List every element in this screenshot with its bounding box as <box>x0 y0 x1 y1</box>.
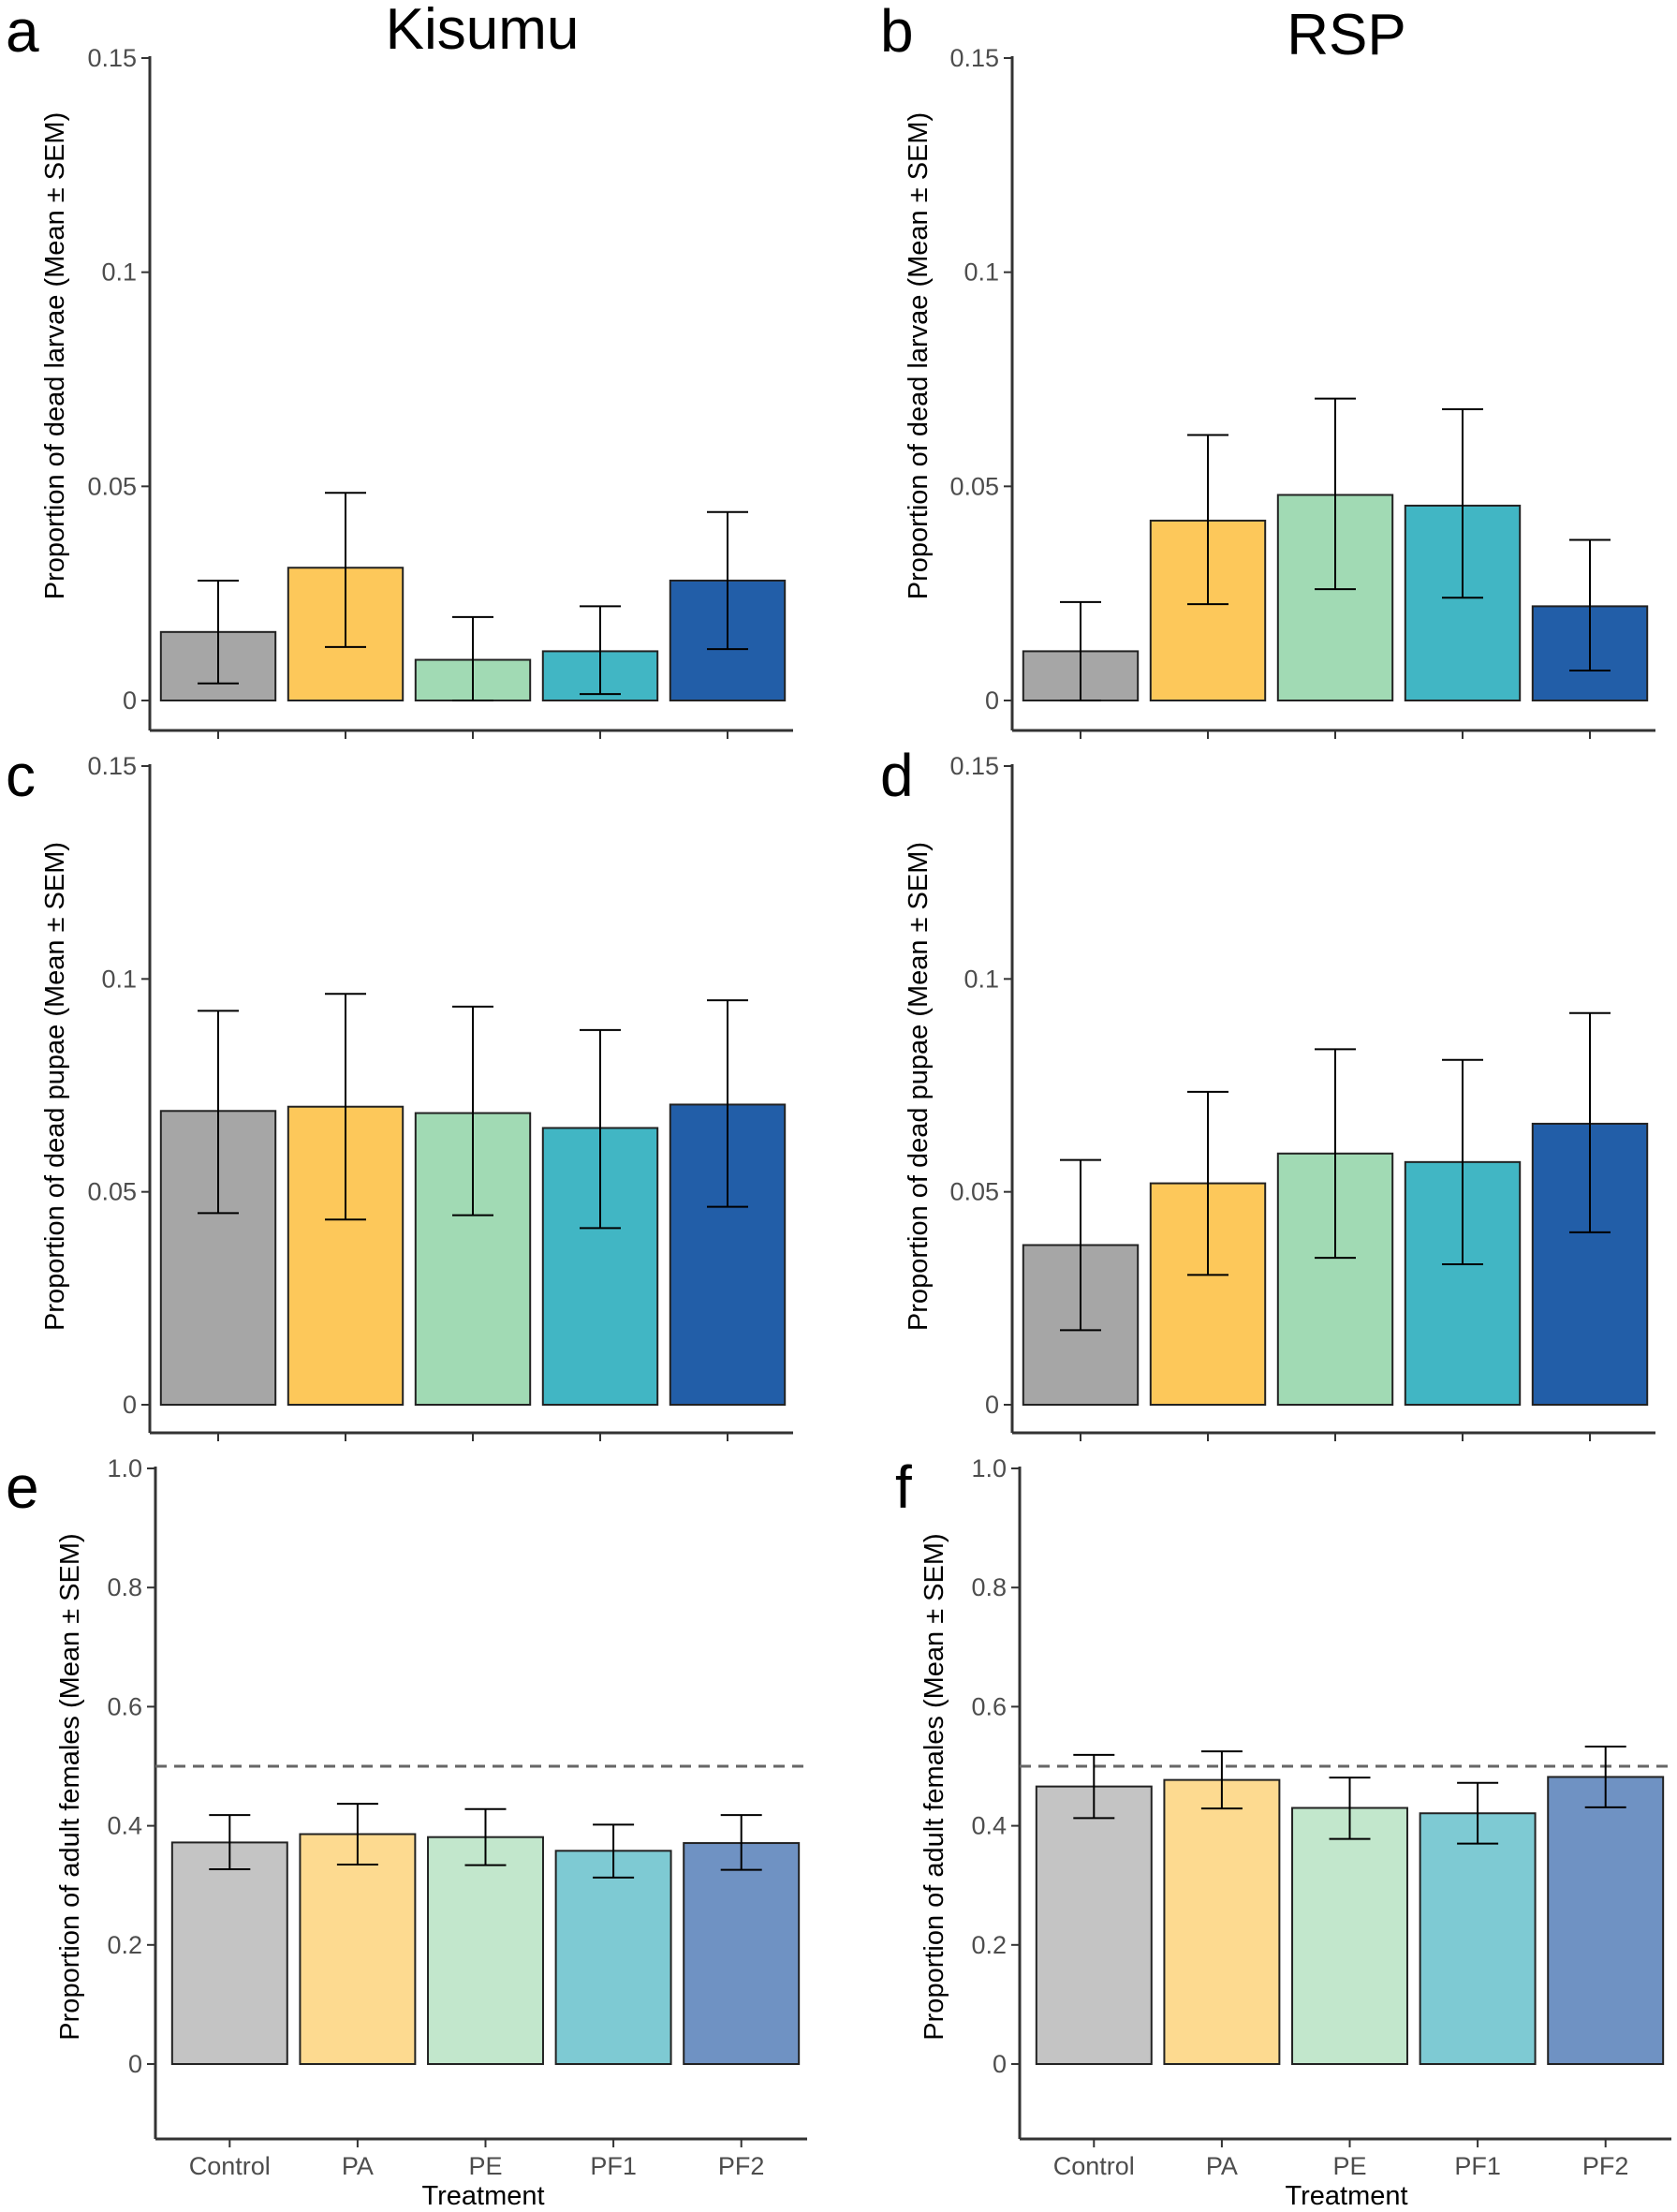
x-tick-label: PA <box>1206 2152 1238 2180</box>
panel-c: c 0 0.05 0.1 0.15 Proportion of dead pupae (M… <box>6 742 793 1441</box>
y-tick-label: 0.1 <box>101 965 137 993</box>
y-tick-label: 0.15 <box>87 44 137 72</box>
bar-pf1 <box>1419 1812 1537 2066</box>
bar-pa <box>299 1833 417 2066</box>
x-axis-title: Treatment <box>1285 2181 1407 2211</box>
x-tick-label: PF1 <box>590 2152 637 2180</box>
bar-pf2 <box>1547 1776 1665 2065</box>
y-tick-label: 0.6 <box>971 1692 1007 1720</box>
y-tick-label: 0.2 <box>107 1931 142 1959</box>
y-tick-label: 0.8 <box>971 1573 1007 1601</box>
y-tick-label: 0.05 <box>87 472 137 500</box>
bar-pe <box>1291 1806 1408 2066</box>
panel-f: f 0 0.2 0.4 0.6 0.8 1.0 Proportion of adult fem… <box>895 1453 1671 2211</box>
panel-e: e 0 0.2 0.4 0.6 0.8 1.0 Proportion of adult fem… <box>6 1453 807 2211</box>
panel-label: d <box>880 742 914 809</box>
x-tick-label: Control <box>1053 2152 1135 2180</box>
x-tick-label: Control <box>189 2152 271 2180</box>
panel-label: a <box>6 0 39 65</box>
y-axis-title: Proportion of dead pupae (Mean ± SEM) <box>904 842 934 1331</box>
y-tick-label: 0 <box>123 1391 137 1419</box>
x-axis-title: Treatment <box>421 2181 544 2211</box>
y-tick-label: 0 <box>123 686 137 715</box>
x-tick-label: PF1 <box>1454 2152 1501 2180</box>
y-tick-label: 0.15 <box>949 752 999 780</box>
bar-control <box>1035 1785 1153 2066</box>
y-tick-label: 0.2 <box>971 1931 1007 1959</box>
y-tick-label: 0 <box>128 2050 142 2078</box>
x-tick-label: PA <box>342 2152 374 2180</box>
x-tick-label: PE <box>468 2152 502 2180</box>
y-tick-label: 0.15 <box>87 752 137 780</box>
x-tick-label: PE <box>1332 2152 1366 2180</box>
panel-b: b RSP 0 0.05 0.1 0.15 Proportion of dead larva… <box>880 0 1655 739</box>
panel-a: a Kisumu 0 0.05 0.1 0.15 Proportion of dead la… <box>6 0 793 739</box>
y-axis-title: Proportion of dead pupae (Mean ± SEM) <box>40 842 70 1331</box>
y-tick-label: 0.1 <box>964 965 999 993</box>
y-tick-label: 0 <box>993 2050 1007 2078</box>
y-tick-label: 0.05 <box>949 472 999 500</box>
y-axis-title: Proportion of dead larvae (Mean ± SEM) <box>40 112 70 599</box>
y-tick-label: 0.1 <box>101 258 137 287</box>
bar-control <box>170 1841 288 2065</box>
y-tick-label: 0 <box>985 686 999 715</box>
panel-title: Kisumu <box>386 0 580 62</box>
y-axis-title: Proportion of adult females (Mean ± SEM) <box>55 1533 85 2040</box>
bar-pa <box>1163 1778 1281 2066</box>
x-tick-label: PF2 <box>1582 2152 1629 2180</box>
bar-pe <box>427 1836 544 2065</box>
y-tick-label: 0.6 <box>107 1692 142 1720</box>
y-tick-label: 0.15 <box>949 44 999 72</box>
panel-label: e <box>6 1453 39 1521</box>
y-tick-label: 1.0 <box>971 1454 1007 1482</box>
panel-label: c <box>6 742 36 809</box>
panel-d: d 0 0.05 0.1 0.15 Proportion of dead pupae (M… <box>880 742 1655 1441</box>
y-tick-label: 0 <box>985 1391 999 1419</box>
y-tick-label: 0.4 <box>107 1812 142 1840</box>
y-axis-title: Proportion of adult females (Mean ± SEM) <box>919 1533 949 2040</box>
panel-label: b <box>880 0 914 65</box>
y-tick-label: 0.05 <box>87 1178 137 1206</box>
y-tick-label: 0.8 <box>107 1573 142 1601</box>
panel-label: f <box>895 1453 912 1521</box>
bar-pf2 <box>683 1842 801 2065</box>
y-tick-label: 0.4 <box>971 1812 1007 1840</box>
y-tick-label: 1.0 <box>107 1454 142 1482</box>
y-axis-title: Proportion of dead larvae (Mean ± SEM) <box>904 112 934 599</box>
y-tick-label: 0.1 <box>964 258 999 287</box>
panel-title: RSP <box>1287 3 1405 67</box>
y-tick-label: 0.05 <box>949 1178 999 1206</box>
x-tick-label: PF2 <box>718 2152 765 2180</box>
bar-pf1 <box>554 1850 672 2066</box>
